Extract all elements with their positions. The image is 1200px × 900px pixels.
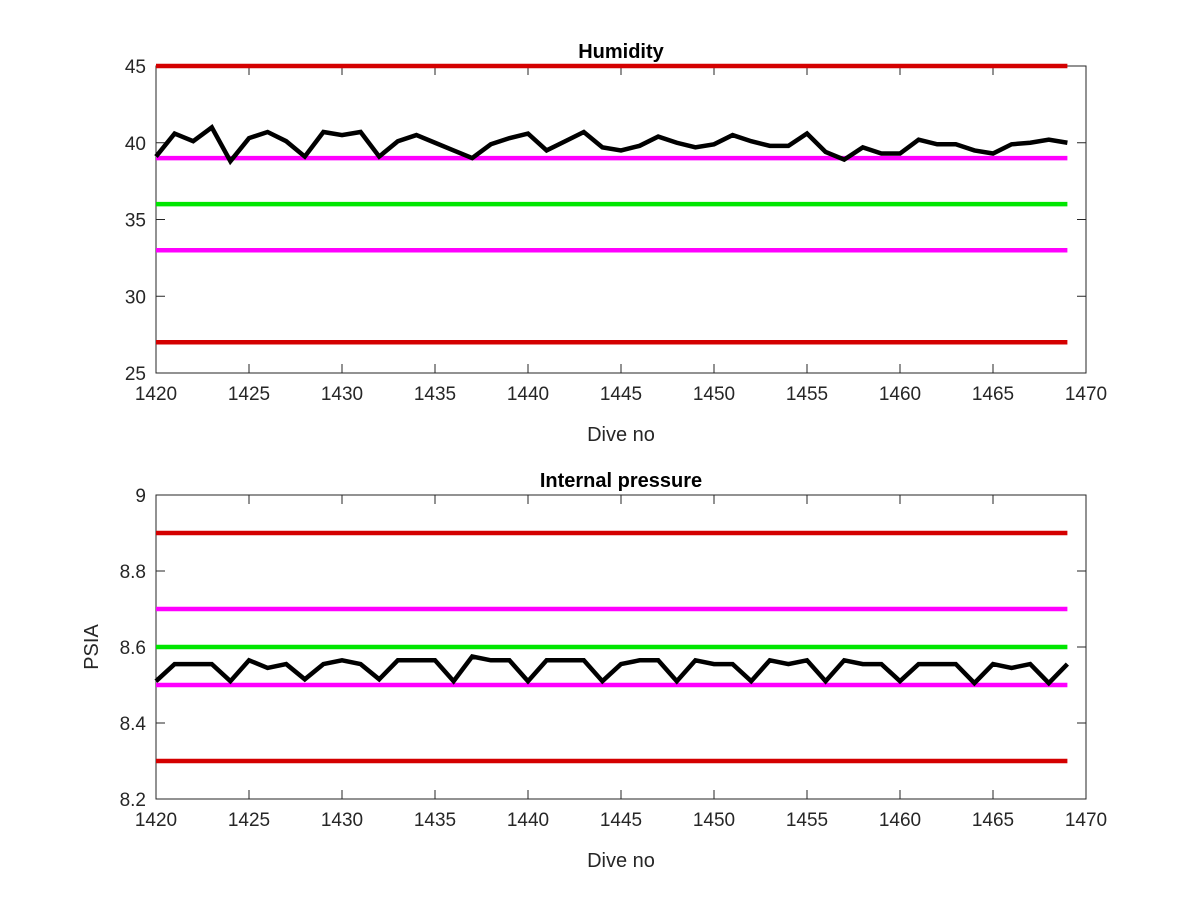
y-tick-label: 8.2	[120, 790, 146, 811]
y-tick-label: 9	[135, 486, 146, 507]
subplot-1: 1420 1425 1430 1435 1440 1445 1450 1455 1460 1465…	[125, 41, 1107, 446]
x-tick-label: 1430	[321, 384, 363, 405]
x-tick-label: 1470	[1065, 384, 1107, 405]
data-series-line	[154, 124, 1068, 166]
x-tick-label: 1420	[135, 384, 177, 405]
y-tick-label: 45	[125, 57, 146, 78]
x-tick-label: 1470	[1065, 810, 1107, 831]
x-tick-label: 1465	[972, 384, 1014, 405]
y-tick-label: 8.8	[120, 562, 146, 583]
y-tick-label: 30	[125, 287, 146, 308]
x-tick-label: 1460	[879, 810, 921, 831]
axes-frame	[155, 65, 1087, 374]
x-tick-label: 1450	[693, 384, 735, 405]
x-tick-label: 1440	[507, 384, 549, 405]
x-tick-label: 1465	[972, 810, 1014, 831]
y-tick-label: 8.6	[120, 638, 146, 659]
x-tick-label: 1450	[693, 810, 735, 831]
x-tick-label: 1435	[414, 384, 456, 405]
x-tick-label: 1455	[786, 384, 828, 405]
y-tick-label: 40	[125, 134, 146, 155]
x-tick-label: 1455	[786, 810, 828, 831]
y-tick-label: 8.4	[120, 714, 147, 735]
plot-title: Internal pressure	[540, 470, 702, 492]
x-tick-label: 1460	[879, 384, 921, 405]
x-axis-label: Dive no	[587, 424, 655, 446]
x-tick-label: 1425	[228, 810, 270, 831]
x-tick-label: 1425	[228, 384, 270, 405]
x-tick-label: 1445	[600, 384, 642, 405]
subplot-2: 1420 1425 1430 1435 1440 1445 1450 1455 1460 1465…	[81, 470, 1107, 872]
subplots: 1420 1425 1430 1435 1440 1445 1450 1455 1460 1465…	[81, 41, 1107, 872]
x-tick-label: 1445	[600, 810, 642, 831]
y-axis-label: PSIA	[81, 624, 103, 670]
x-tick-label: 1435	[414, 810, 456, 831]
x-tick-label: 1420	[135, 810, 177, 831]
y-tick-label: 35	[125, 211, 146, 232]
x-axis-label: Dive no	[587, 850, 655, 872]
plot-title: Humidity	[578, 41, 664, 63]
y-tick-label: 25	[125, 364, 146, 385]
data-series-line	[154, 654, 1070, 687]
x-tick-label: 1430	[321, 810, 363, 831]
x-tick-label: 1440	[507, 810, 549, 831]
